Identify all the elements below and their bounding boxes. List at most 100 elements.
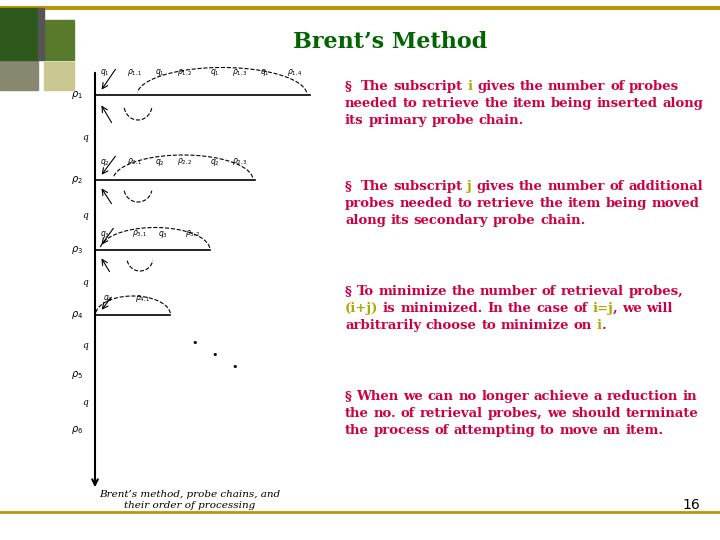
Bar xyxy=(44,62,74,90)
Text: $q_2$: $q_2$ xyxy=(155,157,165,167)
Text: primary: primary xyxy=(368,114,427,127)
Text: q: q xyxy=(82,398,88,407)
Text: q: q xyxy=(82,278,88,287)
Text: ,: , xyxy=(613,302,618,315)
Text: longer: longer xyxy=(481,390,529,403)
Text: should: should xyxy=(572,407,621,420)
Text: the: the xyxy=(485,97,508,110)
Text: of: of xyxy=(573,302,588,315)
Text: to: to xyxy=(540,424,554,437)
Text: the: the xyxy=(519,180,543,193)
Text: along: along xyxy=(662,97,703,110)
Text: The: The xyxy=(361,180,389,193)
Text: The: The xyxy=(361,80,389,93)
Text: $\rho_{3,2}$: $\rho_{3,2}$ xyxy=(185,228,201,239)
Text: §: § xyxy=(345,285,352,298)
Text: arbitrarily: arbitrarily xyxy=(345,319,421,332)
Text: the: the xyxy=(451,285,475,298)
Text: When: When xyxy=(356,390,399,403)
Bar xyxy=(38,8,44,60)
Text: i: i xyxy=(467,80,472,93)
Text: along: along xyxy=(345,214,386,227)
Text: number: number xyxy=(548,180,605,193)
Text: we: we xyxy=(547,407,567,420)
Text: item: item xyxy=(513,97,546,110)
Text: of: of xyxy=(401,407,415,420)
Text: $q_2$: $q_2$ xyxy=(210,157,220,167)
Text: $\rho_{2,3}$: $\rho_{2,3}$ xyxy=(232,157,248,167)
Text: its: its xyxy=(390,214,409,227)
Text: achieve: achieve xyxy=(534,390,589,403)
Text: being: being xyxy=(606,197,647,210)
Text: Brent’s Method: Brent’s Method xyxy=(293,31,487,53)
Text: we: we xyxy=(622,302,642,315)
Text: $q_2$: $q_2$ xyxy=(100,157,110,167)
Text: •: • xyxy=(212,350,218,360)
Text: secondary: secondary xyxy=(414,214,488,227)
Text: $q_1$: $q_1$ xyxy=(210,68,220,78)
Text: needed: needed xyxy=(345,97,398,110)
Text: terminate: terminate xyxy=(626,407,698,420)
Text: •: • xyxy=(232,362,238,372)
Text: chain.: chain. xyxy=(540,214,585,227)
Text: the: the xyxy=(345,424,369,437)
Text: $q_3$: $q_3$ xyxy=(158,228,168,240)
Text: the: the xyxy=(520,80,544,93)
Text: the: the xyxy=(345,407,369,420)
Text: on: on xyxy=(574,319,592,332)
Text: q: q xyxy=(82,211,88,219)
Text: $\rho_{2,2}$: $\rho_{2,2}$ xyxy=(177,157,193,167)
Text: $\rho_{4,1}$: $\rho_{4,1}$ xyxy=(135,294,151,305)
Text: additional: additional xyxy=(629,180,703,193)
Text: $\rho_{2,1}$: $\rho_{2,1}$ xyxy=(127,157,143,167)
Text: subscript: subscript xyxy=(394,80,463,93)
Text: process: process xyxy=(374,424,430,437)
Text: number: number xyxy=(480,285,537,298)
Text: to: to xyxy=(482,319,496,332)
Text: $q_4$: $q_4$ xyxy=(103,294,113,305)
Text: no: no xyxy=(459,390,477,403)
Text: probes,: probes, xyxy=(487,407,542,420)
Text: $\rho_6$: $\rho_6$ xyxy=(71,424,83,436)
Text: retrieval: retrieval xyxy=(420,407,483,420)
Text: $q_1$: $q_1$ xyxy=(100,68,110,78)
Text: a: a xyxy=(594,390,603,403)
Bar xyxy=(44,20,74,60)
Text: $\rho_3$: $\rho_3$ xyxy=(71,244,83,256)
Text: minimize: minimize xyxy=(500,319,570,332)
Text: item.: item. xyxy=(625,424,663,437)
Text: minimize: minimize xyxy=(378,285,446,298)
Text: reduction: reduction xyxy=(607,390,678,403)
Text: item: item xyxy=(568,197,601,210)
Text: to: to xyxy=(457,197,472,210)
Text: of: of xyxy=(434,424,449,437)
Text: .: . xyxy=(602,319,607,332)
Text: §: § xyxy=(345,80,352,93)
Text: gives: gives xyxy=(477,180,515,193)
Text: $\rho_{3,1}$: $\rho_{3,1}$ xyxy=(132,228,148,239)
Text: move: move xyxy=(559,424,598,437)
Text: of: of xyxy=(542,285,557,298)
Text: in: in xyxy=(683,390,698,403)
Text: of: of xyxy=(610,180,624,193)
Text: can: can xyxy=(428,390,454,403)
Text: its: its xyxy=(345,114,364,127)
Text: q: q xyxy=(82,133,88,142)
Text: §: § xyxy=(345,390,352,403)
Text: inserted: inserted xyxy=(597,97,658,110)
Text: will: will xyxy=(647,302,673,315)
Text: 16: 16 xyxy=(683,498,700,512)
Text: $\rho_{1,1}$: $\rho_{1,1}$ xyxy=(127,68,143,78)
Text: $\rho_1$: $\rho_1$ xyxy=(71,89,83,101)
Text: To: To xyxy=(356,285,374,298)
Text: the: the xyxy=(539,197,563,210)
Text: chain.: chain. xyxy=(479,114,524,127)
Text: $\rho_{1,3}$: $\rho_{1,3}$ xyxy=(232,68,248,78)
Text: needed: needed xyxy=(400,197,453,210)
Text: $\rho_{1,2}$: $\rho_{1,2}$ xyxy=(177,68,193,78)
Text: retrieve: retrieve xyxy=(477,197,535,210)
Text: probes: probes xyxy=(629,80,679,93)
Text: i=j: i=j xyxy=(592,302,613,315)
Text: (i+j): (i+j) xyxy=(345,302,379,315)
Text: probe: probe xyxy=(431,114,474,127)
